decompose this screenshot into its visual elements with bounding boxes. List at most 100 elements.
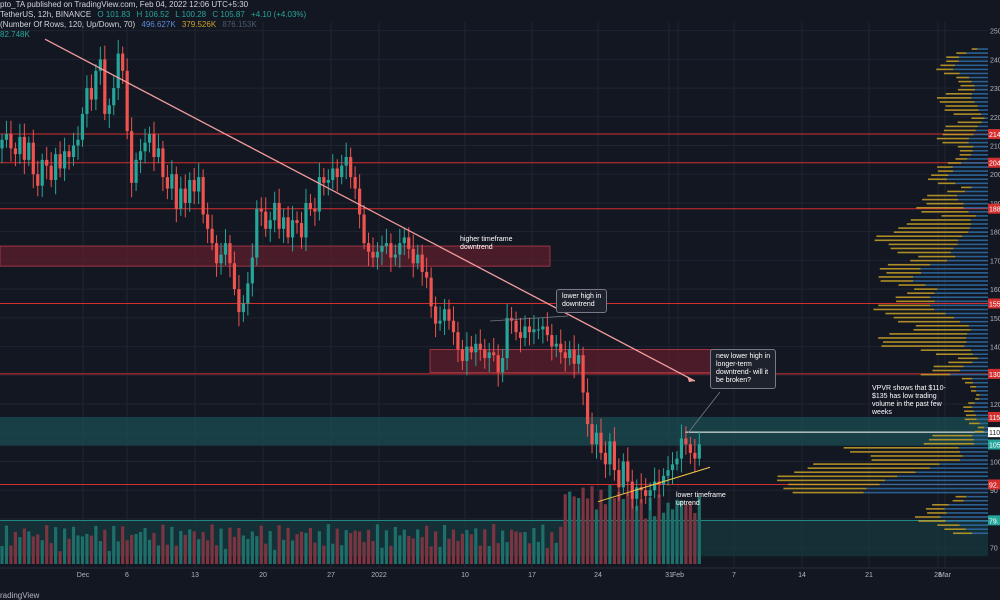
candle-body bbox=[201, 177, 205, 215]
vpvr-bar-down bbox=[942, 133, 974, 136]
vpvr-bar-up bbox=[958, 447, 988, 449]
candle-body bbox=[340, 165, 344, 178]
volume-bar bbox=[94, 525, 98, 564]
volume-bar bbox=[581, 487, 585, 564]
volume-bar bbox=[621, 498, 625, 564]
volume-bar bbox=[653, 516, 657, 564]
candle-body bbox=[170, 174, 174, 189]
support-zone bbox=[0, 416, 988, 446]
vpvr-bar-up bbox=[945, 520, 988, 522]
volume-bar bbox=[608, 484, 612, 564]
time-tick-label: 21 bbox=[865, 572, 873, 579]
volume-bar bbox=[103, 529, 107, 564]
candle-body bbox=[648, 490, 652, 496]
volume-bar bbox=[349, 533, 353, 564]
volume-bar bbox=[22, 528, 26, 564]
price-tick-label: 230 bbox=[990, 86, 1000, 93]
candle-body bbox=[67, 151, 71, 157]
vpvr-bar-up bbox=[947, 259, 988, 262]
volume-bar bbox=[416, 529, 420, 564]
vpvr-bar-up bbox=[952, 170, 988, 172]
vpvr-bar-up bbox=[974, 402, 988, 404]
vpvr-bar-up bbox=[947, 178, 988, 181]
candle-body bbox=[532, 329, 536, 333]
vpvr-bar-up bbox=[966, 337, 988, 339]
vpvr-bar-down bbox=[873, 308, 935, 311]
time-tick-label: Mar bbox=[939, 572, 952, 579]
candle-body bbox=[103, 59, 107, 114]
time-tick-label: 14 bbox=[798, 572, 806, 579]
candle-body bbox=[688, 444, 692, 453]
volume-bar bbox=[666, 502, 670, 564]
candle-body bbox=[483, 349, 487, 359]
vpvr-total-value: 876.153K bbox=[222, 20, 257, 29]
vpvr-bar-up bbox=[937, 288, 988, 290]
vpvr-bar-up bbox=[866, 487, 988, 490]
vpvr-bar-up bbox=[913, 280, 988, 282]
vpvr-bar-up bbox=[897, 475, 988, 478]
vpvr-bar-down bbox=[925, 508, 945, 510]
volume-bar bbox=[541, 524, 545, 564]
volume-bar bbox=[89, 535, 93, 564]
candle-body bbox=[545, 326, 549, 336]
candle-body bbox=[246, 283, 250, 304]
volume-bar bbox=[509, 529, 514, 564]
volume-bar bbox=[657, 494, 661, 564]
tradingview-logo[interactable]: radingView bbox=[0, 591, 39, 600]
ohlc-legend[interactable]: TetherUS, 12h, BINANCE O 101.83 H 106.52… bbox=[0, 10, 310, 19]
candle-body bbox=[188, 179, 192, 203]
candle-body bbox=[326, 179, 330, 183]
volume-bar bbox=[518, 532, 523, 564]
candle-body bbox=[492, 352, 496, 356]
vpvr-bar-down bbox=[957, 88, 975, 91]
volume-bar bbox=[465, 529, 469, 564]
candle-body bbox=[259, 208, 263, 212]
candle-body bbox=[402, 237, 406, 244]
footer-brand[interactable]: radingView bbox=[0, 591, 40, 600]
volume-bar bbox=[232, 536, 237, 564]
vpvr-bar-up bbox=[976, 418, 988, 421]
vpvr-bar-down bbox=[953, 113, 982, 115]
volume-bar bbox=[58, 551, 62, 564]
candle-body bbox=[54, 154, 58, 180]
volume-bar bbox=[80, 536, 85, 564]
vpvr-bar-down bbox=[915, 324, 969, 327]
candle-body bbox=[429, 277, 433, 307]
price-label-tag bbox=[988, 439, 1000, 450]
vpvr-bar-down bbox=[948, 361, 973, 364]
candle-body bbox=[147, 134, 152, 143]
downtrend-arrow bbox=[687, 376, 695, 383]
price-label-text: 110 bbox=[989, 430, 1000, 437]
candle-body bbox=[362, 214, 366, 244]
candle-body bbox=[130, 131, 134, 183]
vpvr-legend[interactable]: (Number Of Rows, 120, Up/Down, 70) 496.6… bbox=[0, 20, 261, 29]
vpvr-bar-down bbox=[956, 52, 967, 54]
vpvr-label[interactable]: (Number Of Rows, 120, Up/Down, 70) bbox=[0, 20, 136, 29]
volume-bar bbox=[228, 527, 232, 564]
volume-bar bbox=[478, 545, 482, 564]
volume-bar bbox=[246, 538, 250, 564]
volume-bar bbox=[138, 531, 143, 564]
high-value: H 106.52 bbox=[136, 10, 170, 19]
vpvr-bar-down bbox=[794, 471, 916, 474]
vpvr-bar-down bbox=[952, 499, 964, 502]
vpvr-bar-down bbox=[881, 345, 965, 347]
vpvr-bar-up bbox=[977, 125, 988, 128]
volume-bar bbox=[4, 525, 9, 564]
candle-body bbox=[514, 320, 518, 333]
candle-body bbox=[228, 243, 232, 264]
candle-body bbox=[653, 481, 657, 491]
candle-body bbox=[389, 243, 393, 258]
vpvr-bar-up bbox=[972, 149, 988, 152]
candle-body bbox=[496, 355, 500, 373]
vpvr-bar-up bbox=[960, 459, 988, 461]
volume-bar bbox=[572, 496, 576, 564]
vpvr-bar-down bbox=[913, 329, 971, 331]
volume-bar bbox=[27, 531, 31, 564]
symbol-label[interactable]: TetherUS, 12h, BINANCE bbox=[0, 10, 92, 19]
volume-legend[interactable]: 82.748K bbox=[0, 30, 34, 39]
vpvr-bar-down bbox=[936, 68, 954, 71]
vpvr-bar-down bbox=[910, 259, 948, 262]
vpvr-bar-down bbox=[807, 467, 930, 469]
